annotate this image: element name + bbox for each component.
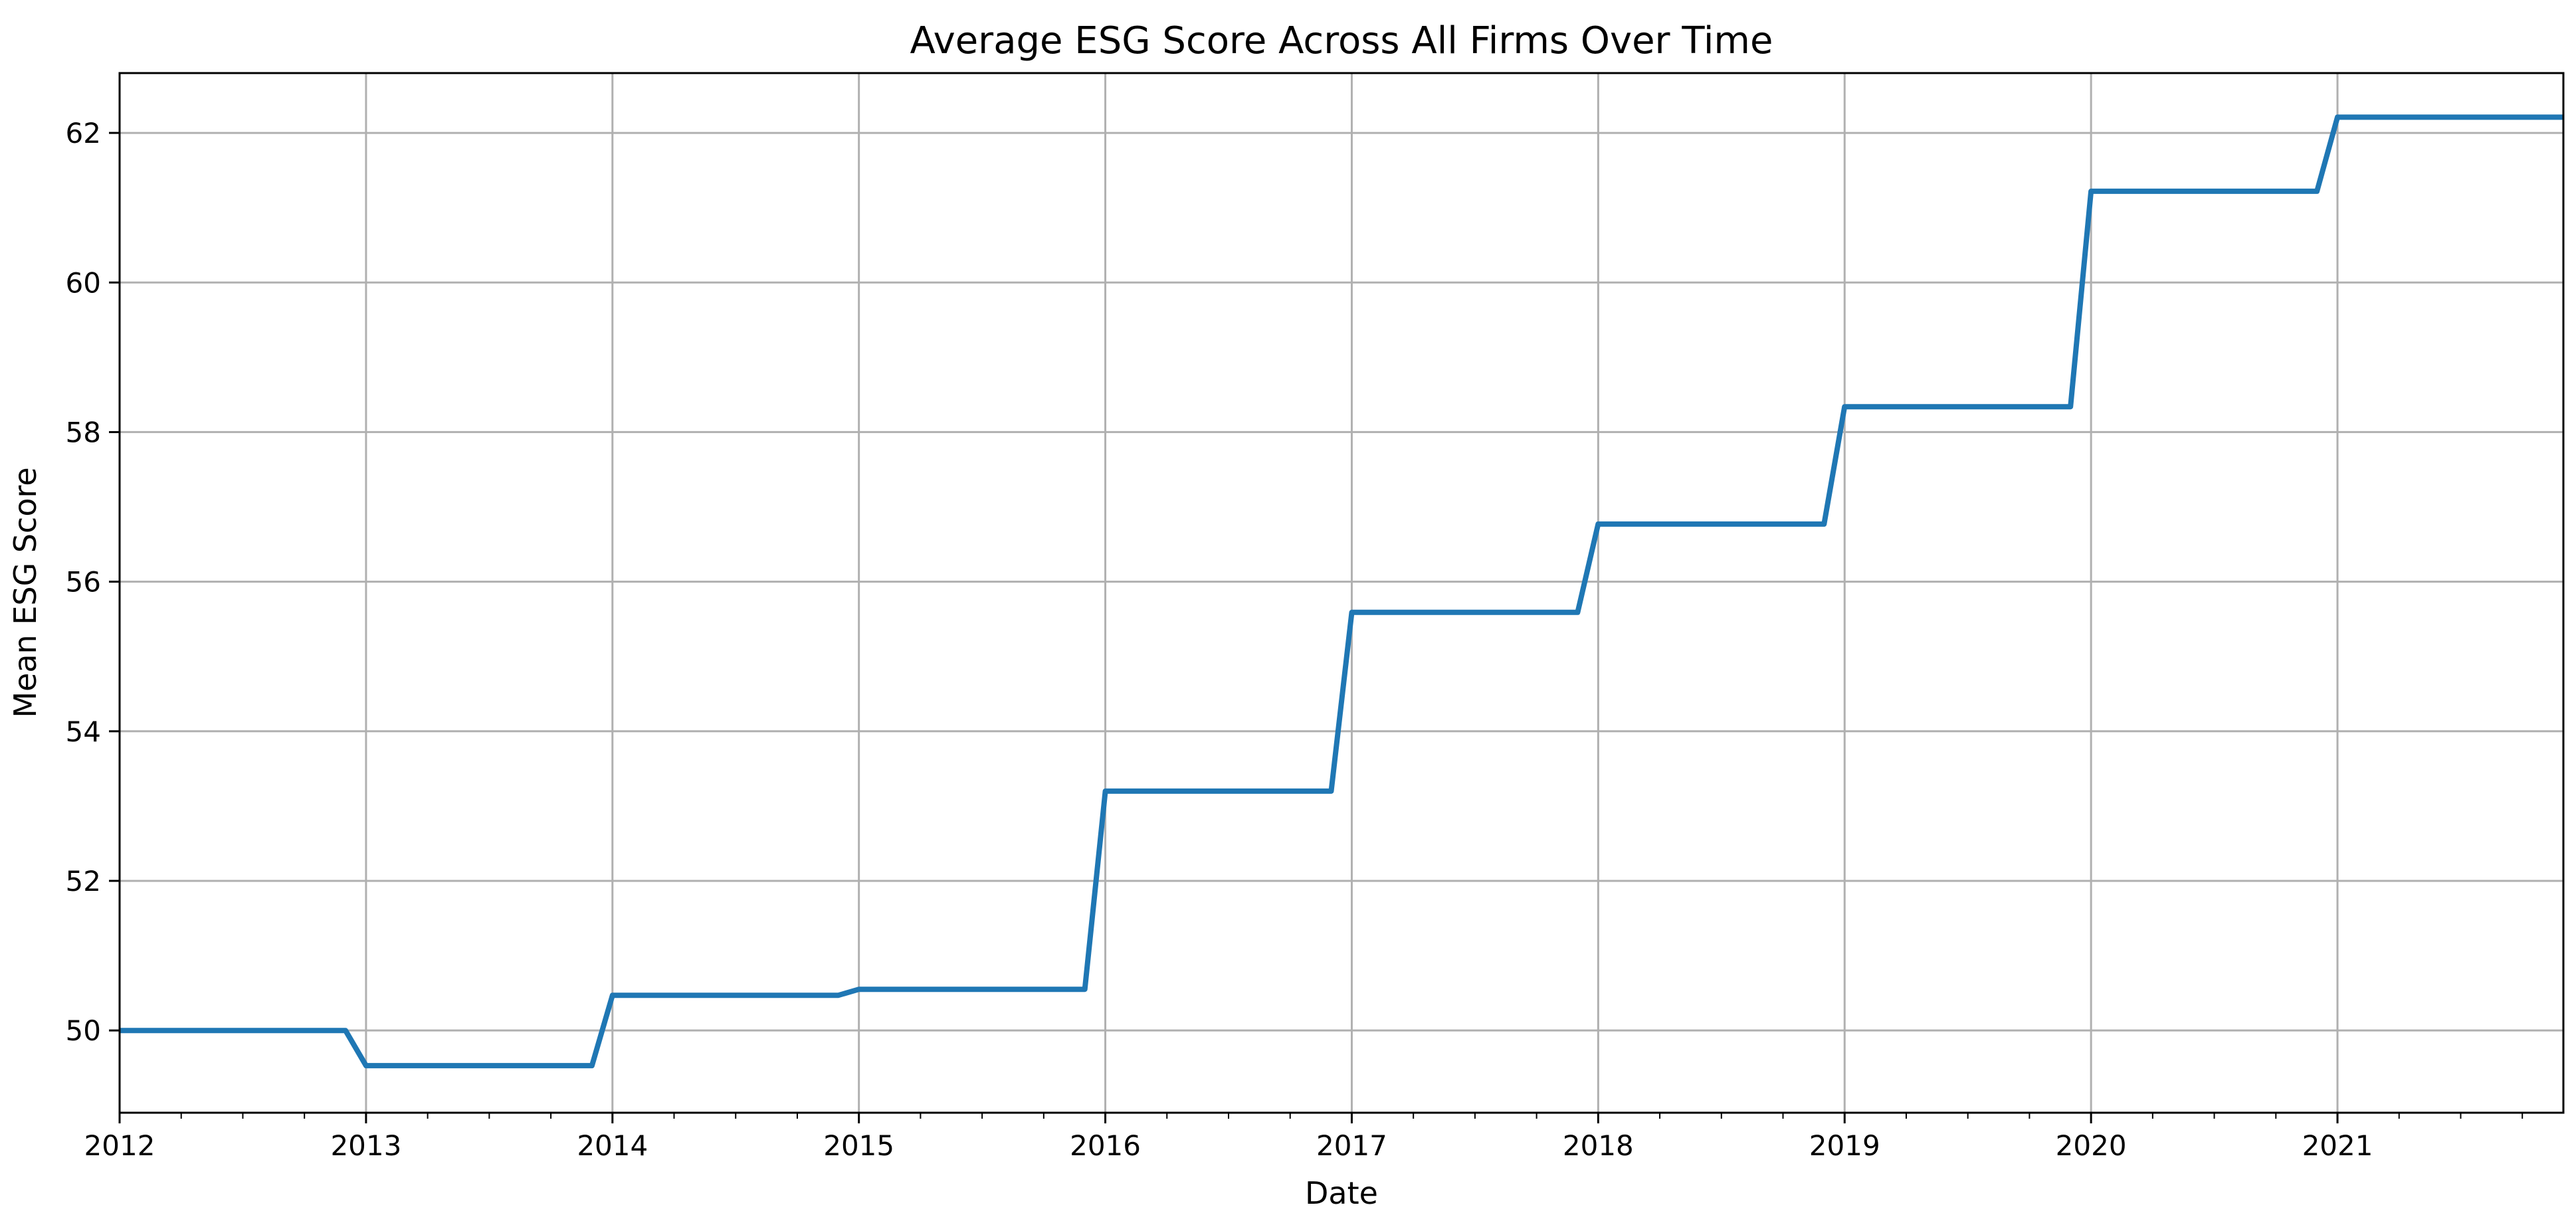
y-tick-label: 60: [66, 266, 101, 299]
x-tick-label: 2020: [2056, 1129, 2127, 1162]
x-tick-label: 2015: [823, 1129, 894, 1162]
chart-title: Average ESG Score Across All Firms Over …: [910, 19, 1773, 62]
y-tick-label: 58: [66, 416, 101, 448]
grid-lines: [118, 73, 2563, 1113]
series-line-0: [120, 114, 2563, 1069]
x-tick-label: 2017: [1316, 1129, 1387, 1162]
x-tick-label: 2021: [2302, 1129, 2373, 1162]
x-tick-label: 2016: [1070, 1129, 1141, 1162]
y-tick-label: 56: [66, 566, 101, 599]
y-tick-label: 50: [66, 1014, 101, 1047]
x-tick-label: 2019: [1809, 1129, 1880, 1162]
x-tick-label: 2012: [84, 1129, 155, 1162]
y-tick-label: 62: [66, 117, 101, 149]
x-tick-label: 2014: [577, 1129, 648, 1162]
axis-ticks: 2012 2013 2014 2015 2016 2017 2018 2019 2020 2021…: [66, 117, 2524, 1162]
x-tick-label: 2013: [330, 1129, 401, 1162]
x-axis-label: Date: [1305, 1175, 1378, 1211]
x-tick-label: 2018: [1563, 1129, 1634, 1162]
y-axis-label: Mean ESG Score: [7, 467, 43, 717]
plot-frame: [118, 72, 2565, 1114]
y-tick-label: 52: [66, 865, 101, 897]
series-layer: [119, 114, 2564, 1069]
y-tick-label: 54: [66, 715, 101, 748]
